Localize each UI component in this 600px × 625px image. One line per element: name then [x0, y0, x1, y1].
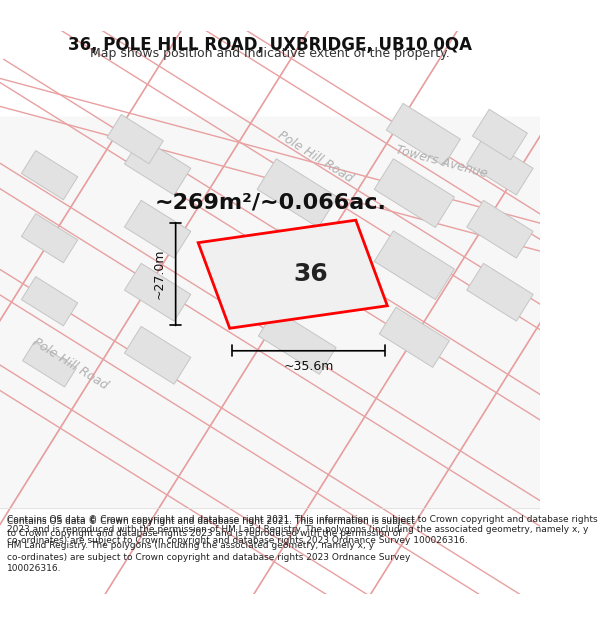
- Polygon shape: [198, 220, 388, 328]
- Polygon shape: [22, 151, 78, 200]
- Polygon shape: [124, 138, 191, 195]
- Polygon shape: [386, 103, 460, 166]
- Polygon shape: [472, 109, 527, 160]
- Polygon shape: [379, 308, 449, 368]
- Bar: [0, 117, 541, 508]
- Text: Towers Avenue: Towers Avenue: [394, 143, 489, 180]
- Polygon shape: [467, 263, 533, 321]
- Text: ~35.6m: ~35.6m: [283, 361, 334, 374]
- Polygon shape: [23, 342, 77, 387]
- Text: 100026316.: 100026316.: [7, 564, 62, 573]
- Polygon shape: [257, 159, 337, 228]
- Text: to Crown copyright and database rights 2023 and is reproduced with the permissio: to Crown copyright and database rights 2…: [7, 529, 401, 538]
- Text: ~269m²/~0.066ac.: ~269m²/~0.066ac.: [154, 192, 386, 212]
- Polygon shape: [256, 229, 338, 301]
- Polygon shape: [124, 263, 191, 321]
- Polygon shape: [124, 200, 191, 258]
- Text: Map shows position and indicative extent of the property.: Map shows position and indicative extent…: [91, 48, 450, 60]
- Polygon shape: [124, 326, 191, 384]
- Text: Pole Hill Road: Pole Hill Road: [275, 129, 355, 186]
- Text: Contains OS data © Crown copyright and database right 2021. This information is : Contains OS data © Crown copyright and d…: [7, 515, 598, 544]
- Text: ~27.0m: ~27.0m: [153, 249, 166, 299]
- Text: 36, POLE HILL ROAD, UXBRIDGE, UB10 0QA: 36, POLE HILL ROAD, UXBRIDGE, UB10 0QA: [68, 36, 472, 54]
- Polygon shape: [259, 309, 336, 374]
- Bar: [0, 117, 541, 508]
- Text: co-ordinates) are subject to Crown copyright and database rights 2023 Ordnance S: co-ordinates) are subject to Crown copyr…: [7, 552, 410, 561]
- Polygon shape: [467, 200, 533, 258]
- Text: 36: 36: [293, 262, 328, 286]
- Polygon shape: [22, 277, 78, 326]
- Polygon shape: [22, 214, 78, 262]
- Polygon shape: [107, 114, 163, 164]
- Polygon shape: [467, 138, 533, 195]
- Polygon shape: [374, 159, 454, 228]
- Text: HM Land Registry. The polygons (including the associated geometry, namely x, y: HM Land Registry. The polygons (includin…: [7, 541, 374, 550]
- Polygon shape: [374, 231, 454, 299]
- Text: Pole Hill Road: Pole Hill Road: [31, 336, 110, 392]
- Text: Contains OS data © Crown copyright and database right 2021. This information is : Contains OS data © Crown copyright and d…: [7, 518, 415, 526]
